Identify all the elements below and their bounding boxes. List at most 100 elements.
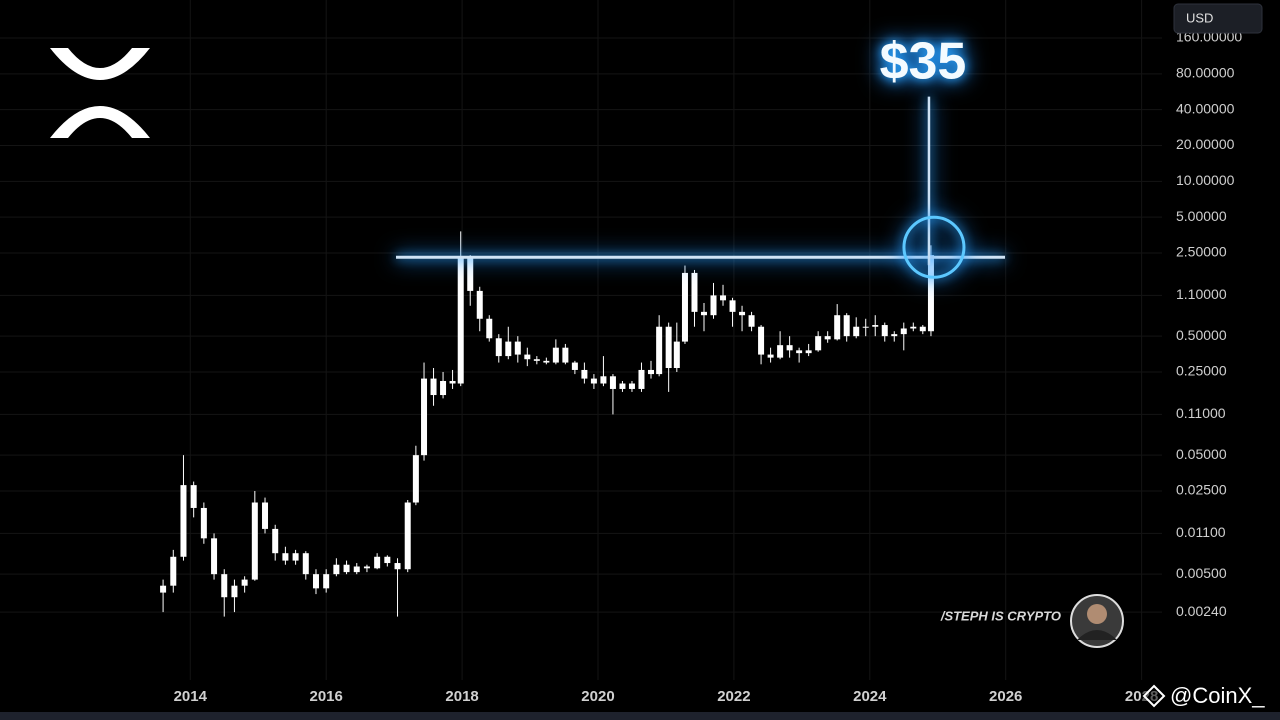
candle-body xyxy=(211,538,218,575)
source-watermark: @CoinX_ xyxy=(1142,683,1280,712)
y-tick-label: 2.50000 xyxy=(1176,244,1227,260)
candle-body xyxy=(900,328,907,335)
y-tick-label: 10.00000 xyxy=(1176,172,1235,188)
candle-body xyxy=(353,566,360,573)
candle-body xyxy=(384,556,391,564)
candle-body xyxy=(638,369,645,389)
candle-body xyxy=(777,345,784,358)
avatar xyxy=(1070,594,1124,648)
candle-body xyxy=(647,369,654,375)
candle-body xyxy=(552,347,559,363)
candle-body xyxy=(302,553,309,575)
candle-body xyxy=(323,574,330,589)
candle-body xyxy=(170,556,177,586)
candle-body xyxy=(600,376,607,384)
y-tick-label: 0.50000 xyxy=(1176,327,1227,343)
y-tick-label: 1.10000 xyxy=(1176,286,1227,302)
candle-body xyxy=(430,378,437,396)
candle-body xyxy=(533,359,540,361)
y-tick-label: 40.00000 xyxy=(1176,100,1235,116)
candle-body xyxy=(241,579,248,586)
highlight-circle xyxy=(902,215,966,279)
candle-body xyxy=(786,345,793,351)
candle-body xyxy=(231,585,238,598)
candle-body xyxy=(412,455,419,503)
x-tick-label: 2014 xyxy=(174,688,208,705)
candle-body xyxy=(495,338,502,357)
candle-body xyxy=(815,336,822,351)
candle-body xyxy=(421,378,428,456)
candle-body xyxy=(748,315,755,327)
candle-body xyxy=(180,485,187,557)
candle-body xyxy=(524,354,531,360)
candle-body xyxy=(758,326,765,355)
bottom-bar xyxy=(0,712,1280,720)
candle-body xyxy=(862,326,869,328)
candle-body xyxy=(739,311,746,316)
annotations: $35 xyxy=(396,32,1005,279)
candle-body xyxy=(673,341,680,368)
candle-body xyxy=(581,369,588,379)
currency-button[interactable]: USD xyxy=(1173,3,1263,34)
candle-body xyxy=(628,383,635,389)
x-tick-label: 2024 xyxy=(853,688,887,705)
candle-body xyxy=(394,563,401,570)
y-tick-label: 0.00240 xyxy=(1176,603,1227,619)
y-tick-label: 0.00500 xyxy=(1176,565,1227,581)
candle-body xyxy=(272,528,279,554)
candle-body xyxy=(853,326,860,337)
candle-body xyxy=(720,295,727,301)
candle-body xyxy=(590,378,597,384)
candle-body xyxy=(609,376,616,389)
candle-body xyxy=(363,566,370,569)
candle-body xyxy=(333,564,340,575)
candle-body xyxy=(796,350,803,354)
candle-body xyxy=(457,257,464,384)
candle-body xyxy=(881,325,888,337)
candle-body xyxy=(449,380,456,384)
candle-body xyxy=(543,360,550,363)
candle-body xyxy=(467,257,474,291)
candle-body xyxy=(767,354,774,358)
x-tick-label: 2016 xyxy=(309,688,342,705)
candle-body xyxy=(872,325,879,327)
candle-body xyxy=(251,502,258,580)
candles xyxy=(160,231,934,617)
y-tick-label: 5.00000 xyxy=(1176,208,1227,224)
candle-body xyxy=(927,255,934,332)
candle-body xyxy=(843,315,850,337)
candle-body xyxy=(891,334,898,337)
y-tick-label: 0.02500 xyxy=(1176,482,1227,498)
candle-body xyxy=(292,553,299,561)
candle-body xyxy=(571,362,578,370)
candle-body xyxy=(805,350,812,354)
x-tick-label: 2020 xyxy=(581,688,614,705)
candle-body xyxy=(619,383,626,389)
xrp-logo xyxy=(50,48,150,138)
candle-body xyxy=(656,326,663,375)
candle-body xyxy=(910,326,917,329)
candle-body xyxy=(343,564,350,573)
grid xyxy=(0,0,1162,680)
x-tick-label: 2018 xyxy=(445,688,478,705)
candle-body xyxy=(824,336,831,340)
x-tick-label: 2022 xyxy=(717,688,750,705)
candle-body xyxy=(440,380,447,396)
candle-body xyxy=(312,574,319,589)
candle-body xyxy=(700,311,707,316)
x-tick-label: 2026 xyxy=(989,688,1022,705)
candle-body xyxy=(834,315,841,340)
candle-body xyxy=(476,290,483,319)
currency-label[interactable]: USD xyxy=(1186,10,1213,25)
source-watermark-text: @CoinX_ xyxy=(1170,683,1265,708)
candle-body xyxy=(374,556,381,569)
author-watermark: /STEPH IS CRYPTO xyxy=(940,608,1061,623)
candle-body xyxy=(514,341,521,355)
y-tick-label: 0.11000 xyxy=(1176,405,1226,421)
y-tick-label: 0.05000 xyxy=(1176,446,1227,462)
candle-body xyxy=(691,272,698,312)
y-tick-label: 0.01100 xyxy=(1176,524,1226,540)
candle-body xyxy=(562,347,569,363)
candle-body xyxy=(221,574,228,598)
